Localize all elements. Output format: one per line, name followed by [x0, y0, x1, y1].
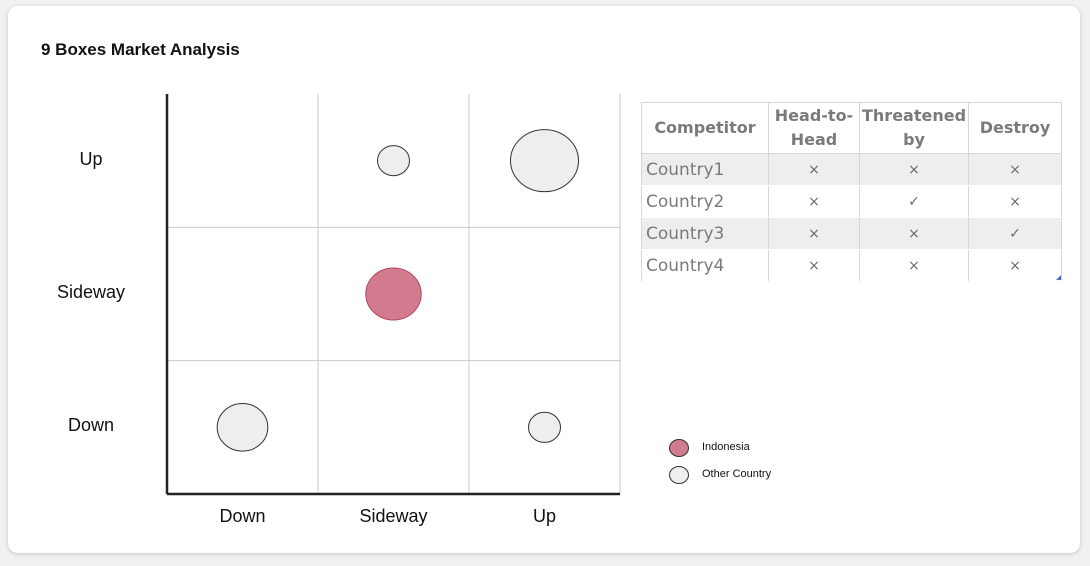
bubble-other-country — [510, 129, 579, 193]
table-row: Country2 × ✓ × — [641, 185, 1063, 218]
x-tick-label: Sideway — [359, 506, 428, 526]
destroy-mark: × — [968, 153, 1063, 186]
legend-dot-indonesia-icon — [669, 439, 689, 457]
header-head-to-head: Head-to-Head — [768, 102, 860, 154]
head-to-head-mark: × — [768, 153, 860, 186]
legend-dot-other-country-icon — [669, 466, 689, 484]
competitor-name: Country1 — [641, 153, 769, 186]
threatened-by-mark: × — [858, 249, 970, 282]
y-tick-label: Sideway — [56, 282, 126, 302]
destroy-mark: ✓ — [968, 217, 1063, 250]
legend-label: Indonesia — [702, 441, 750, 453]
chart-title: 9 Boxes Market Analysis — [41, 40, 240, 59]
competitor-name: Country2 — [641, 185, 769, 218]
header-destroy: Destroy — [968, 102, 1063, 154]
competitor-name: Country3 — [641, 217, 769, 250]
table-row: Country3 × × ✓ — [641, 217, 1063, 250]
header-competitor: Competitor — [641, 102, 769, 154]
bubble-other-country — [377, 145, 410, 177]
table-row: Country1 × × × — [641, 153, 1063, 186]
bubble-indonesia — [365, 267, 422, 321]
destroy-mark: × — [968, 249, 1063, 282]
y-tick-label: Down — [67, 415, 115, 436]
threatened-by-mark: × — [858, 217, 970, 250]
head-to-head-mark: × — [768, 185, 860, 218]
y-tick-label: Up — [79, 148, 103, 169]
destroy-mark: × — [968, 185, 1063, 218]
table-header-row: Competitor Head-to-Head Threatened by De… — [641, 102, 1063, 154]
bubble-other-country — [528, 411, 561, 443]
threatened-by-mark: ✓ — [858, 185, 970, 218]
bubble-other-country — [216, 403, 269, 452]
header-threatened-by: Threatened by — [858, 102, 970, 154]
table-resize-handle-icon — [1056, 275, 1061, 280]
competitor-table: Competitor Head-to-Head Threatened by De… — [641, 102, 1063, 282]
head-to-head-mark: × — [768, 249, 860, 282]
x-tick-label: Down — [219, 506, 266, 526]
x-tick-label: Up — [532, 506, 557, 526]
table-row: Country4 × × × — [641, 249, 1063, 282]
legend-label: Other Country — [702, 468, 772, 480]
competitor-name: Country4 — [641, 249, 769, 282]
head-to-head-mark: × — [768, 217, 860, 250]
threatened-by-mark: × — [858, 153, 970, 186]
